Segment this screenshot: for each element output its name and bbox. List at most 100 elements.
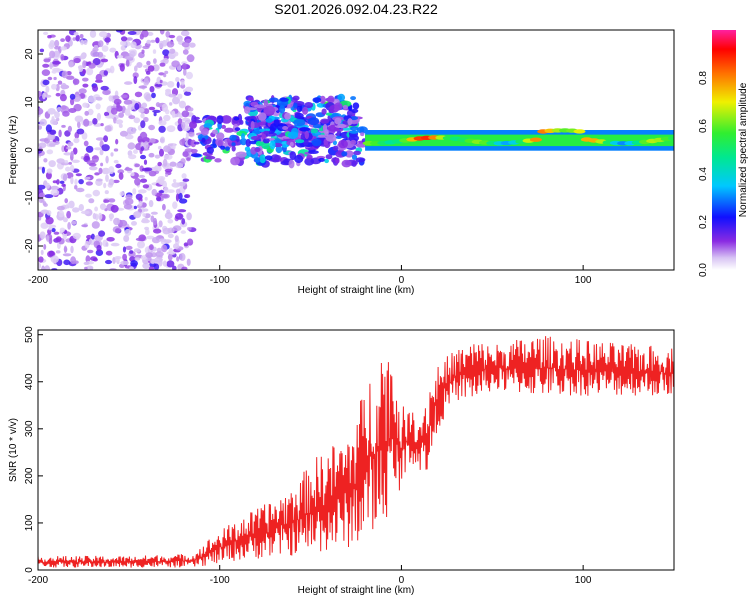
colorbar-tick-label: 0.0: [698, 263, 709, 277]
spectrogram-cell: [120, 94, 128, 99]
spectrogram-cell: [48, 237, 53, 245]
spectrogram-cell: [47, 76, 53, 81]
spectrogram-cell: [164, 168, 173, 173]
spectrogram-cell: [167, 219, 174, 224]
spectrogram-cell: [88, 198, 95, 204]
spectrogram-cell: [110, 107, 118, 115]
spectrogram-cell: [136, 62, 143, 68]
snr-series-line: [38, 336, 674, 568]
spectrogram-cell: [172, 179, 177, 183]
spectrogram-cell: [92, 58, 101, 66]
spectrogram-cell: [45, 85, 50, 93]
spectrogram-cell: [84, 110, 89, 116]
spectrogram-cell: [83, 155, 91, 163]
spectrogram-cell: [95, 73, 103, 82]
spectrogram-x-label: Height of straight line (km): [298, 285, 415, 296]
spectrogram-cell: [40, 198, 45, 203]
spectrogram-cell: [120, 45, 126, 51]
spectrogram-cell: [113, 159, 119, 164]
spectrogram-cell: [50, 185, 60, 191]
spectrogram-cell: [80, 39, 85, 46]
spectrogram-cell: [143, 159, 148, 165]
snr-y-label: SNR (10 * v/v): [8, 418, 19, 482]
spectrogram-cell: [187, 227, 192, 231]
spectrogram-cell: [69, 164, 75, 172]
spectrogram-cell: [117, 169, 125, 174]
spectrogram-cell: [90, 233, 95, 240]
spectrogram-cell: [141, 217, 149, 223]
snr-frame: [37, 329, 675, 571]
spectrogram-cell: [68, 161, 72, 165]
spectrogram-cell: [119, 130, 128, 137]
spectrogram-cell: [172, 96, 180, 105]
spectrogram-cell: [98, 167, 103, 175]
spectrogram-y-label: Frequency (Hz): [8, 116, 19, 185]
spectrogram-cell: [161, 193, 170, 199]
spectrogram-cell: [185, 38, 192, 43]
spectrogram-cell: [119, 191, 125, 196]
spectrogram-cell: [42, 63, 50, 68]
spectrogram-cell: [100, 58, 109, 63]
spectrogram-cell: [62, 253, 72, 257]
snr-marks: [38, 336, 674, 568]
spectrogram-cell: [164, 212, 173, 220]
spectrogram-cell: [71, 159, 80, 163]
spectrogram-cell: [120, 40, 126, 46]
spectrogram-cell: [118, 172, 124, 180]
snr-x-tick-label: -100: [210, 575, 230, 586]
spectrogram-cell: [134, 163, 140, 168]
spectrogram-cell: [163, 186, 169, 194]
spectrogram-cell: [128, 154, 137, 160]
spectrogram-cell: [99, 149, 104, 156]
spectrogram-cell: [66, 146, 72, 150]
spectrogram-cell: [265, 128, 270, 132]
spectrogram-cell: [74, 184, 78, 190]
spectrogram-cell: [43, 203, 48, 207]
spectrogram-cell: [108, 178, 115, 186]
spectrogram-cell: [145, 70, 151, 75]
spectrogram-cell: [73, 32, 79, 36]
spectrogram-cell: [75, 187, 85, 193]
spectrogram-cell: [332, 140, 337, 146]
spectrogram-band-cell: [529, 137, 542, 142]
spectrogram-cell: [105, 174, 109, 183]
spectrogram-cell: [185, 71, 193, 80]
spectrogram-cell: [235, 151, 247, 158]
spectrogram-cell: [130, 41, 137, 49]
spectrogram-cell: [186, 157, 191, 161]
spectrogram-cell: [86, 265, 94, 270]
spectrogram-cell: [189, 121, 197, 129]
spectrogram-x-ticks: -200 -100 0 100: [28, 265, 592, 286]
spectrogram-cell: [187, 238, 194, 246]
spectrogram-cell: [83, 140, 89, 147]
spectrogram-cell: [63, 245, 67, 254]
spectrogram-cell: [318, 157, 325, 162]
spectrogram-cell: [82, 102, 89, 108]
spectrogram-cell: [140, 113, 145, 119]
spectrogram-cell: [59, 180, 65, 184]
spectrogram-cell: [141, 167, 150, 172]
spectrogram-cell: [167, 81, 175, 88]
spectrogram-cell: [143, 78, 150, 86]
spectrogram-cell: [166, 260, 175, 268]
spectrogram-cell: [123, 99, 133, 105]
spectrogram-cell: [181, 121, 186, 130]
spectrogram-cell: [304, 157, 315, 166]
spectrogram-cell: [325, 112, 333, 116]
spectrogram-cell: [51, 70, 57, 74]
spectrogram-cell: [72, 37, 77, 41]
spectrogram-cell: [70, 256, 76, 265]
spectrogram-cell: [154, 83, 163, 87]
snr-x-label: Height of straight line (km): [298, 585, 415, 596]
spectrogram-cell: [152, 109, 161, 113]
spectrogram-cell: [45, 124, 53, 133]
spectrogram-x-tick-label: 100: [575, 275, 592, 286]
spectrogram-cell: [151, 188, 158, 196]
spectrogram-cell: [64, 160, 69, 164]
spectrogram-cell: [70, 98, 75, 106]
spectrogram-y-tick-label: -10: [24, 190, 35, 205]
spectrogram-cell: [83, 118, 90, 127]
spectrogram-cell: [169, 48, 176, 54]
spectrogram-cell: [131, 221, 137, 226]
